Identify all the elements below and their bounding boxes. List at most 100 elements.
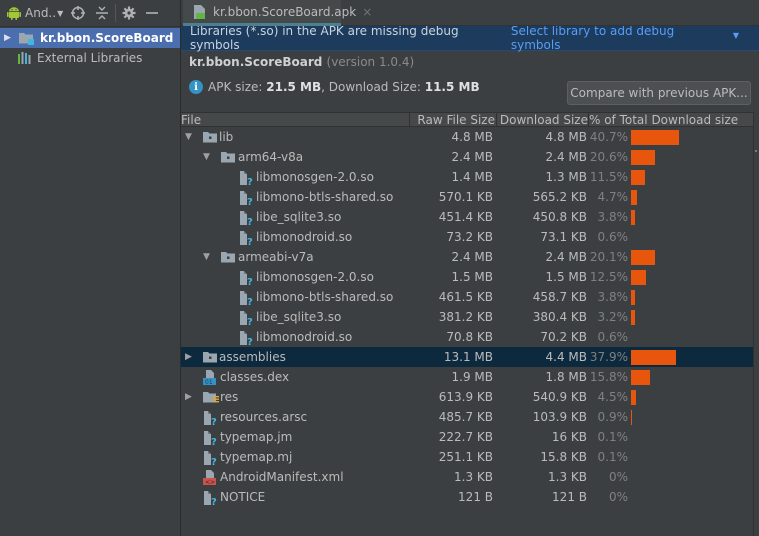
size-bar: [631, 370, 650, 385]
raw-size: 461.5 KB: [438, 290, 493, 304]
dropdown-caret-icon: ▼: [57, 8, 64, 18]
table-row[interactable]: ? libmono-btls-shared.so 570.1 KB 565.2 KB 4…: [181, 187, 754, 208]
table-row[interactable]: ? libmonodroid.so 73.2 KB 73.1 KB 0.6%: [181, 227, 754, 248]
xml-file-icon: <>: [202, 470, 218, 486]
scrollbar-thumb[interactable]: [755, 150, 757, 152]
column-divider[interactable]: [496, 113, 497, 127]
unknown-file-icon: ?: [202, 450, 218, 468]
tree-item-module[interactable]: ▶ kr.bbon.ScoreBoard: [0, 28, 180, 48]
tree-item-label: kr.bbon.ScoreBoard: [40, 31, 174, 45]
file-name: libmono-btls-shared.so: [256, 190, 394, 204]
column-divider[interactable]: [588, 113, 589, 127]
raw-size: 222.7 KB: [438, 430, 493, 444]
column-divider[interactable]: [409, 113, 410, 127]
select-library-label: Select library to add debug symbols: [510, 24, 675, 52]
collapse-all-icon[interactable]: [95, 3, 109, 23]
raw-size: 1.5 MB: [451, 270, 493, 284]
expand-closed-icon[interactable]: ▶: [185, 392, 192, 402]
table-row[interactable]: ▼ lib 4.8 MB 4.8 MB 40.7%: [181, 127, 754, 147]
svg-text:01: 01: [205, 379, 213, 386]
raw-size: 485.7 KB: [438, 410, 493, 424]
svg-text:?: ?: [247, 237, 253, 246]
unknown-file-icon: ?: [238, 310, 254, 328]
svg-text:?: ?: [247, 197, 253, 206]
vertical-scrollbar[interactable]: [753, 112, 759, 536]
download-size: 2.4 MB: [545, 150, 587, 164]
table-row[interactable]: ▼ arm64-v8a 2.4 MB 2.4 MB 20.6%: [181, 147, 754, 167]
download-size: 121 B: [552, 490, 587, 504]
minimize-icon[interactable]: [146, 3, 159, 23]
table-row[interactable]: ? libe_sqlite3.so 451.4 KB 450.8 KB 3.8%: [181, 207, 754, 228]
download-size: 70.2 KB: [540, 330, 587, 344]
gear-icon[interactable]: [122, 3, 136, 23]
tree-item-external-libraries[interactable]: External Libraries: [0, 48, 180, 68]
project-panel: And.. ▼ ▶ kr.bbon.ScoreBoard External Li…: [0, 0, 181, 536]
percent-of-total: 0.6%: [597, 330, 629, 344]
chevron-down-icon: ▼: [732, 30, 739, 40]
table-row[interactable]: ? libmonosgen-2.0.so 1.4 MB 1.3 MB 11.5%: [181, 167, 754, 188]
tab-apk[interactable]: kr.bbon.ScoreBoard.apk ×: [183, 0, 372, 26]
apk-file-table: File Raw File Size Download Size % of To…: [181, 112, 754, 508]
svg-text:?: ?: [247, 317, 253, 326]
close-icon[interactable]: ×: [362, 4, 373, 19]
expand-open-icon[interactable]: ▼: [185, 132, 192, 142]
column-header-percent[interactable]: % of Total Download size: [589, 113, 739, 127]
table-row[interactable]: ? libmonosgen-2.0.so 1.5 MB 1.5 MB 12.5%: [181, 267, 754, 288]
expand-closed-icon[interactable]: ▶: [185, 352, 192, 362]
expand-arrow-icon[interactable]: ▶: [4, 33, 11, 43]
file-name: libe_sqlite3.so: [256, 210, 342, 224]
column-header-raw-size[interactable]: Raw File Size: [417, 113, 495, 127]
svg-text:?: ?: [211, 437, 217, 446]
size-bar: [631, 150, 655, 165]
table-row[interactable]: ▼ armeabi-v7a 2.4 MB 2.4 MB 20.1%: [181, 247, 754, 267]
column-header-download-size[interactable]: Download Size: [499, 113, 588, 127]
app-title: kr.bbon.ScoreBoard (version 1.0.4): [189, 55, 414, 69]
raw-size: 4.8 MB: [451, 130, 493, 144]
size-bar: [631, 410, 632, 425]
percent-of-total: 0.9%: [597, 410, 629, 424]
table-row[interactable]: <> AndroidManifest.xml 1.3 KB 1.3 KB 0%: [181, 467, 754, 487]
table-row[interactable]: ▶ res 613.9 KB 540.9 KB 4.5%: [181, 387, 754, 407]
percent-of-total: 0.1%: [597, 430, 629, 444]
apk-icon: [193, 4, 207, 20]
unknown-file-icon: ?: [238, 270, 254, 288]
percent-of-total: 37.9%: [589, 350, 628, 364]
download-size: 15.8 KB: [540, 450, 587, 464]
expand-open-icon[interactable]: ▼: [203, 152, 210, 162]
raw-size: 451.4 KB: [438, 210, 493, 224]
table-row[interactable]: ? libmonodroid.so 70.8 KB 70.2 KB 0.6%: [181, 327, 754, 348]
table-row[interactable]: 01 classes.dex 1.9 MB 1.8 MB 15.8%: [181, 367, 754, 387]
raw-size: 73.2 KB: [446, 230, 493, 244]
percent-of-total: 40.7%: [589, 130, 628, 144]
download-size: 458.7 KB: [532, 290, 587, 304]
file-name: libmonosgen-2.0.so: [256, 170, 374, 184]
resource-folder-icon: [202, 390, 219, 404]
locate-icon[interactable]: [71, 3, 86, 23]
select-library-link[interactable]: Select library to add debug symbols ▼: [511, 24, 739, 52]
column-header-file[interactable]: File: [181, 113, 202, 127]
download-size-value: 11.5 MB: [424, 80, 480, 94]
size-bar: [631, 250, 655, 265]
raw-size: 2.4 MB: [451, 250, 493, 264]
table-row[interactable]: ? resources.arsc 485.7 KB 103.9 KB 0.9%: [181, 407, 754, 428]
table-row[interactable]: ? libmono-btls-shared.so 461.5 KB 458.7 KB 3…: [181, 287, 754, 308]
size-bar: [631, 190, 637, 205]
size-bar: [631, 130, 679, 145]
file-name: AndroidManifest.xml: [220, 470, 344, 484]
table-header: File Raw File Size Download Size % of To…: [181, 112, 754, 127]
download-size: 4.4 MB: [545, 350, 587, 364]
compare-apk-button[interactable]: Compare with previous APK...: [567, 81, 751, 105]
table-row[interactable]: ▶ assemblies 13.1 MB 4.4 MB 37.9%: [181, 347, 754, 367]
table-row[interactable]: ? typemap.jm 222.7 KB 16 KB 0.1%: [181, 427, 754, 448]
table-row[interactable]: ? libe_sqlite3.so 381.2 KB 380.4 KB 3.2%: [181, 307, 754, 328]
raw-size: 13.1 MB: [443, 350, 493, 364]
percent-of-total: 4.5%: [597, 390, 629, 404]
table-row[interactable]: ? NOTICE 121 B 121 B 0%: [181, 487, 754, 508]
download-size: 73.1 KB: [540, 230, 587, 244]
table-row[interactable]: ? typemap.mj 251.1 KB 15.8 KB 0.1%: [181, 447, 754, 468]
tree-item-label: External Libraries: [37, 51, 143, 65]
expand-open-icon[interactable]: ▼: [203, 252, 210, 262]
project-view-dropdown[interactable]: And.. ▼: [25, 6, 63, 20]
percent-of-total: 0%: [608, 490, 628, 504]
svg-text:?: ?: [247, 217, 253, 226]
